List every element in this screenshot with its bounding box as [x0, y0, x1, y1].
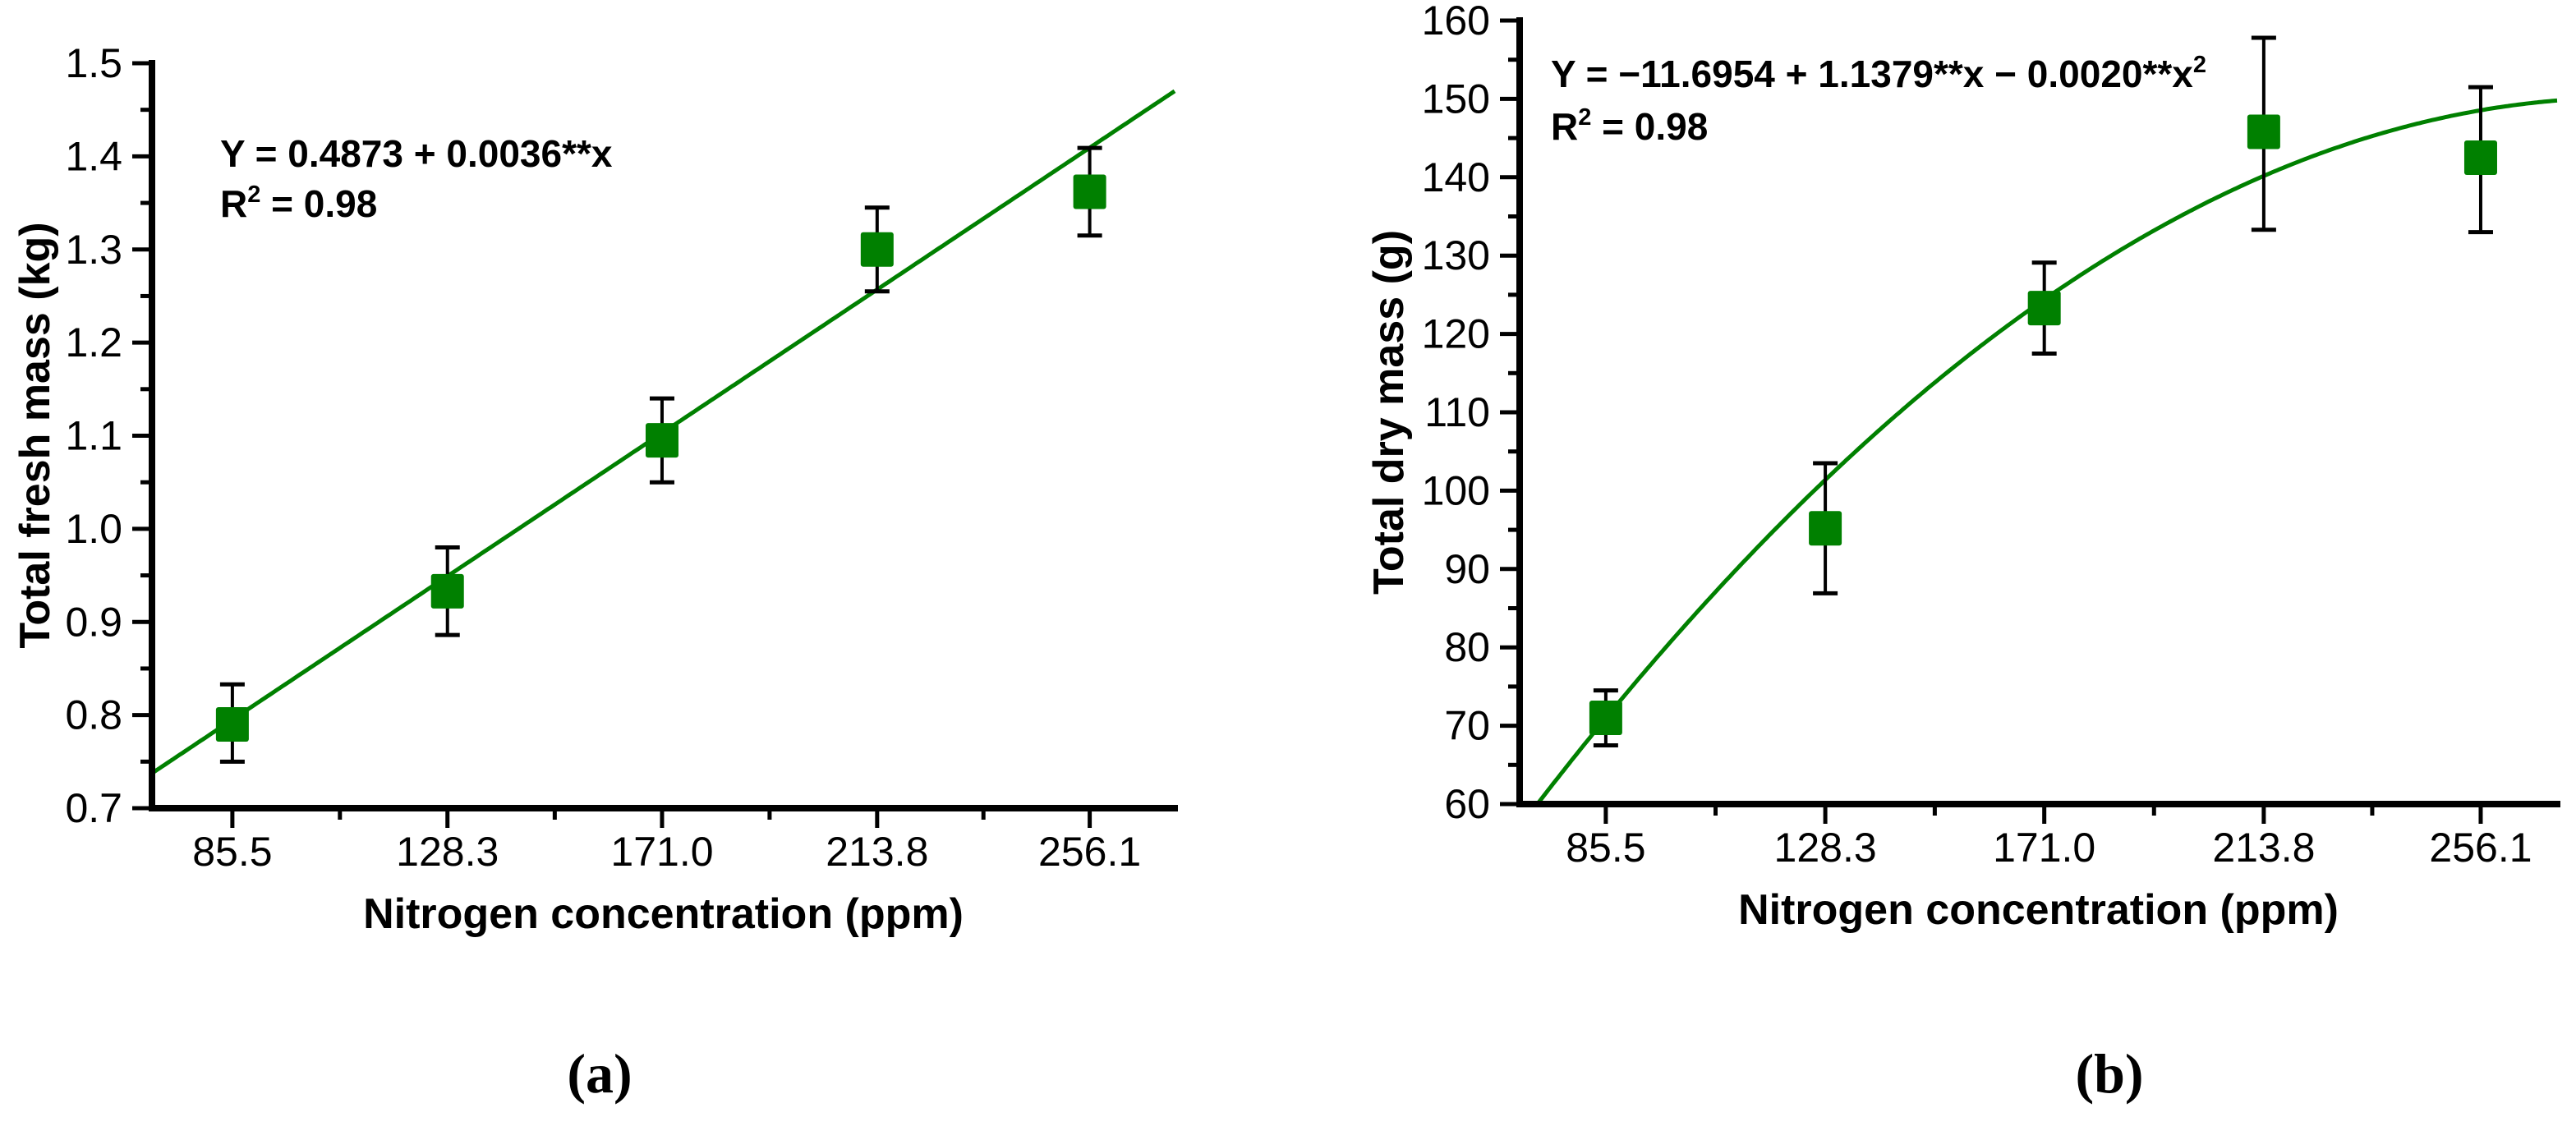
x-tick-labels: 85.5 128.3 171.0 213.8 256.1 [192, 829, 1141, 875]
chart-b-svg: 60 70 80 90 100 110 120 130 140 150 160 85.5 128.3 17… [1365, 0, 2560, 934]
data-point [1589, 701, 1622, 736]
x-tick-label: 256.1 [2429, 825, 2532, 871]
y-tick-label: 160 [1422, 0, 1490, 44]
r-squared-text: R2 = 0.98 [220, 182, 377, 225]
panel-label-b: (b) [2075, 1042, 2144, 1105]
y-tick-label: 150 [1422, 76, 1490, 122]
x-tick-label: 213.8 [826, 829, 928, 875]
y-tick-label: 70 [1444, 703, 1490, 749]
y-tick-label: 0.8 [65, 692, 122, 738]
data-point [860, 232, 894, 267]
y-tick-label: 130 [1422, 232, 1490, 278]
axis-ticks [1500, 18, 2483, 824]
y-tick-label: 1.3 [65, 227, 122, 273]
chart-a-svg: 0.7 0.8 0.9 1.0 1.1 1.2 1.3 1.4 1.5 85.5 128.3 171.… [12, 40, 1178, 938]
data-point [2463, 140, 2497, 175]
y-tick-label: 1.4 [65, 133, 122, 179]
y-tick-labels: 0.7 0.8 0.9 1.0 1.1 1.2 1.3 1.4 1.5 [65, 40, 122, 831]
data-point [1073, 174, 1106, 209]
x-axis-title: Nitrogen concentration (ppm) [1738, 886, 2339, 934]
data-point [645, 423, 678, 458]
y-tick-label: 140 [1422, 154, 1490, 200]
x-tick-labels: 85.5 128.3 171.0 213.8 256.1 [1566, 825, 2532, 871]
x-tick-label: 256.1 [1038, 829, 1141, 875]
x-tick-label: 171.0 [1993, 825, 2095, 871]
y-axis-title: Total fresh mass (kg) [12, 222, 59, 648]
equation-annotation: Y = 0.4873 + 0.0036**x R2 = 0.98 [220, 132, 613, 225]
y-tick-label: 110 [1424, 389, 1490, 435]
y-tick-label: 0.9 [65, 599, 122, 645]
y-tick-label: 80 [1444, 624, 1490, 670]
panel-label-a: (a) [567, 1042, 632, 1105]
y-tick-labels: 60 70 80 90 100 110 120 130 140 150 160 [1422, 0, 1490, 827]
y-tick-label: 90 [1444, 546, 1490, 592]
data-point [430, 573, 464, 609]
y-tick-label: 120 [1422, 311, 1490, 357]
y-tick-label: 100 [1422, 467, 1490, 513]
x-tick-label: 213.8 [2212, 825, 2315, 871]
y-tick-label: 1.2 [65, 319, 122, 365]
r-squared-text: R2 = 0.98 [1551, 104, 1708, 148]
equation-annotation: Y = −11.6954 + 1.1379**x − 0.0020**x2 R2 … [1551, 52, 2206, 148]
x-tick-label: 171.0 [610, 829, 713, 875]
fit-line [1536, 98, 2558, 805]
data-point [215, 706, 249, 742]
data-point [2027, 291, 2061, 326]
y-tick-label: 1.1 [65, 413, 122, 459]
x-tick-label: 128.3 [1774, 825, 1877, 871]
x-axis-title: Nitrogen concentration (ppm) [363, 890, 964, 938]
x-tick-label: 85.5 [192, 829, 272, 875]
figure-panel-b: 60 70 80 90 100 110 120 130 140 150 160 85.5 128.3 17… [1344, 0, 2576, 953]
x-tick-label: 128.3 [396, 829, 499, 875]
data-point-markers [215, 174, 1106, 742]
error-bars [1593, 35, 2493, 747]
equation-text: Y = 0.4873 + 0.0036**x [220, 132, 613, 175]
y-tick-label: 1.5 [65, 40, 122, 86]
y-tick-label: 0.7 [65, 785, 122, 831]
axis-ticks [132, 61, 1092, 828]
data-point [2247, 114, 2280, 149]
y-tick-label: 1.0 [65, 506, 122, 552]
x-tick-label: 85.5 [1566, 825, 1645, 871]
data-point-markers [1589, 114, 2497, 736]
y-axis-title: Total dry mass (g) [1365, 230, 1413, 595]
y-tick-label: 60 [1444, 781, 1490, 827]
equation-text: Y = −11.6954 + 1.1379**x − 0.0020**x2 [1551, 52, 2206, 95]
figure-panel-a: 0.7 0.8 0.9 1.0 1.1 1.2 1.3 1.4 1.5 85.5 128.3 171.… [0, 0, 1232, 953]
data-point [1809, 511, 1842, 546]
